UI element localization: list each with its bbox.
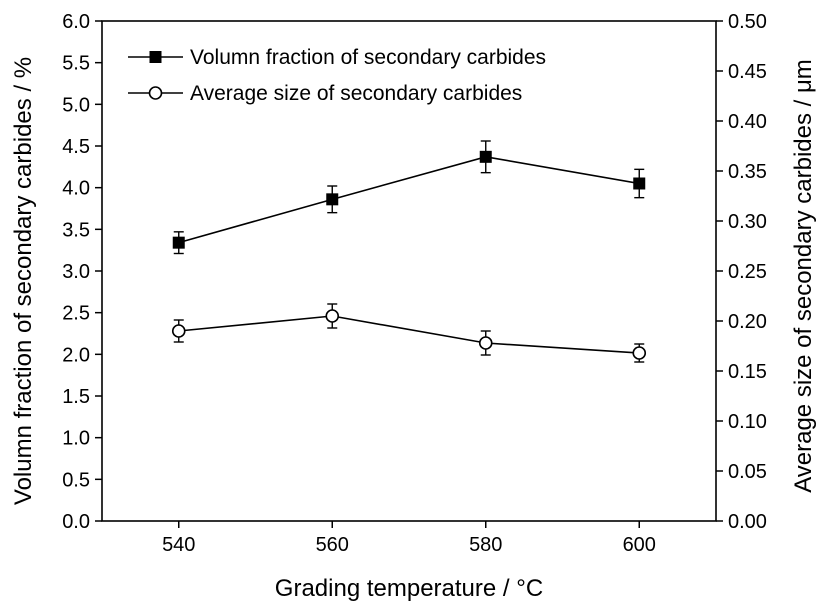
- y-right-tick-label: 0.05: [728, 461, 767, 483]
- legend-label: Average size of secondary carbides: [190, 82, 522, 105]
- series-2: [171, 303, 647, 363]
- y-right-tick-label: 0.15: [728, 361, 767, 383]
- x-tick-label: 580: [469, 534, 502, 556]
- data-point: [171, 324, 186, 338]
- y-left-tick-label: 0.0: [62, 511, 90, 533]
- y-left-tick-label: 2.5: [62, 303, 90, 325]
- y-left-tick-label: 0.5: [62, 469, 90, 491]
- y-left-tick-label: 3.5: [62, 219, 90, 241]
- y-right-tick-label: 0.50: [728, 11, 767, 33]
- legend-label: Volumn fraction of secondary carbides: [190, 46, 546, 69]
- series-line: [178, 156, 640, 244]
- y-right-tick-label: 0.45: [728, 61, 767, 83]
- x-axis-title: Grading temperature / °C: [275, 575, 543, 602]
- data-point: [172, 236, 185, 249]
- y-left-tick-label: 6.0: [62, 11, 90, 33]
- y-right-tick-label: 0.30: [728, 211, 767, 233]
- y-left-tick-label: 1.5: [62, 386, 90, 408]
- x-tick-label: 540: [162, 534, 195, 556]
- y-left-tick-label: 1.0: [62, 428, 90, 450]
- series-layer: [171, 140, 647, 363]
- legend-marker: [149, 51, 162, 63]
- data-point: [479, 150, 492, 163]
- data-point: [632, 346, 647, 360]
- y-axis-left-title: Volumn fraction of secondary carbides / …: [10, 57, 37, 505]
- y-right-tick-label: 0.25: [728, 261, 767, 283]
- data-point: [325, 309, 340, 323]
- series-line: [178, 315, 640, 354]
- y-left-tick-label: 2.0: [62, 344, 90, 366]
- legend: Volumn fraction of secondary carbides Ave…: [128, 46, 546, 105]
- y-left-tick-label: 5.0: [62, 94, 90, 116]
- y-left-tick-label: 4.5: [62, 136, 90, 158]
- y-right-tick-label: 0.40: [728, 111, 767, 133]
- series-1: [172, 140, 646, 255]
- y-axis-right-title: Average size of secondary carbides / μm: [790, 59, 817, 493]
- legend-marker: [148, 86, 163, 100]
- y-right-tick-label: 0.20: [728, 311, 767, 333]
- tick-marks: [95, 20, 723, 528]
- x-tick-label: 600: [623, 534, 656, 556]
- y-right-tick-label: 0.00: [728, 511, 767, 533]
- data-point: [326, 193, 339, 206]
- y-left-tick-label: 4.0: [62, 178, 90, 200]
- y-right-tick-label: 0.10: [728, 411, 767, 433]
- y-left-tick-label: 5.5: [62, 53, 90, 75]
- y-right-tick-label: 0.35: [728, 161, 767, 183]
- tick-labels: 540 560 580 600 0.0 0.5 1.0 1.5 2.0 2.5 3.0 3.5 4.0 4…: [62, 11, 767, 556]
- data-point: [478, 336, 493, 350]
- y-left-tick-label: 3.0: [62, 261, 90, 283]
- x-tick-label: 560: [316, 534, 349, 556]
- data-point: [633, 177, 646, 190]
